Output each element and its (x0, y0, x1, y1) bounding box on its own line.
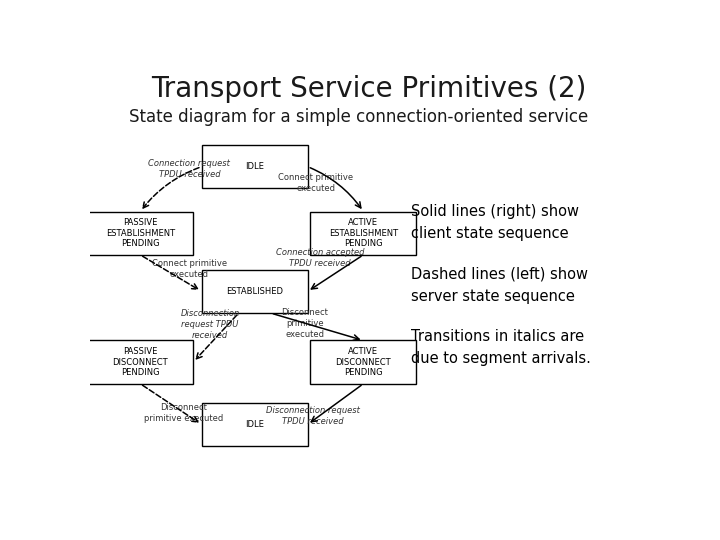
Text: Transport Service Primitives (2): Transport Service Primitives (2) (151, 75, 587, 103)
Text: Disconnect
primitive executed: Disconnect primitive executed (144, 403, 223, 423)
Text: IDLE: IDLE (246, 162, 264, 171)
Text: PASSIVE
ESTABLISHMENT
PENDING: PASSIVE ESTABLISHMENT PENDING (106, 218, 175, 248)
Text: Solid lines (right) show
client state sequence: Solid lines (right) show client state se… (411, 204, 579, 241)
FancyBboxPatch shape (310, 212, 416, 255)
Text: PASSIVE
DISCONNECT
PENDING: PASSIVE DISCONNECT PENDING (112, 347, 168, 377)
Text: ACTIVE
DISCONNECT
PENDING: ACTIVE DISCONNECT PENDING (336, 347, 391, 377)
Text: Dashed lines (left) show
server state sequence: Dashed lines (left) show server state se… (411, 267, 588, 304)
Text: IDLE: IDLE (246, 420, 264, 429)
Text: Disconnect
primitive
executed: Disconnect primitive executed (282, 308, 328, 339)
FancyBboxPatch shape (202, 145, 307, 188)
Text: ACTIVE
ESTABLISHMENT
PENDING: ACTIVE ESTABLISHMENT PENDING (329, 218, 398, 248)
FancyBboxPatch shape (87, 341, 193, 384)
FancyBboxPatch shape (202, 270, 307, 313)
FancyBboxPatch shape (310, 341, 416, 384)
Text: Connection request
TPDU received: Connection request TPDU received (148, 159, 230, 179)
FancyBboxPatch shape (202, 403, 307, 446)
Text: Transitions in italics are
due to segment arrivals.: Transitions in italics are due to segmen… (411, 329, 590, 366)
Text: ESTABLISHED: ESTABLISHED (226, 287, 283, 296)
Text: Disconnection request
TPDU received: Disconnection request TPDU received (266, 406, 360, 426)
Text: State diagram for a simple connection-oriented service: State diagram for a simple connection-or… (129, 109, 588, 126)
Text: Connection accepted
TPDU received: Connection accepted TPDU received (276, 248, 364, 268)
FancyBboxPatch shape (87, 212, 193, 255)
Text: Connect primitive
executed: Connect primitive executed (152, 259, 227, 279)
Text: Connect primitive
executed: Connect primitive executed (279, 173, 354, 193)
Text: Disconnection
request TPDU
received: Disconnection request TPDU received (180, 309, 240, 340)
